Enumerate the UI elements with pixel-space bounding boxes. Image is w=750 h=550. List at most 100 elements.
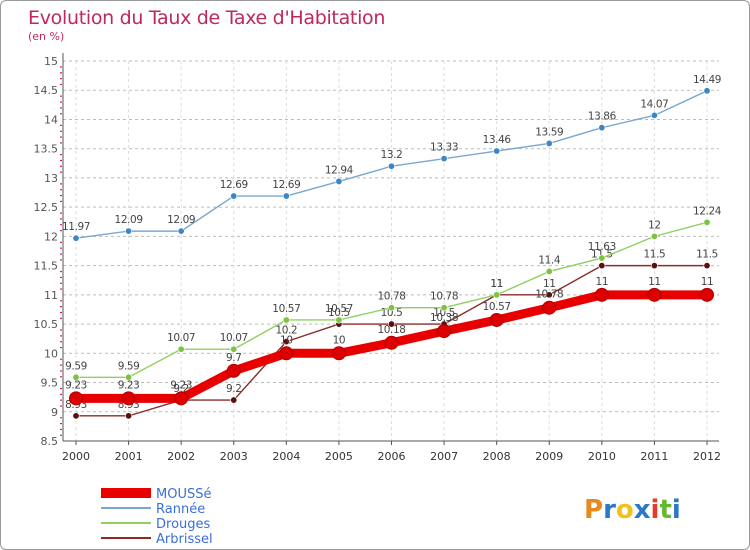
y-minor-tick xyxy=(60,230,62,232)
x-tick-label: 2007 xyxy=(430,450,458,463)
legend-label: MOUSSé xyxy=(156,487,211,502)
data-label: 9.7 xyxy=(226,352,242,364)
legend-label: Drouges xyxy=(156,517,211,532)
y-minor-tick xyxy=(60,212,62,214)
data-point xyxy=(545,267,553,275)
y-minor-tick xyxy=(60,317,62,319)
data-point xyxy=(440,155,448,163)
data-label: 10.57 xyxy=(325,303,353,315)
y-minor-tick xyxy=(60,189,62,191)
data-label: 10.18 xyxy=(377,324,405,336)
y-minor-tick xyxy=(60,83,62,86)
y-minor-tick xyxy=(60,224,62,226)
data-point xyxy=(282,316,290,324)
y-minor-tick xyxy=(60,165,62,167)
y-minor-tick xyxy=(60,376,62,378)
y-tick-label: 12 xyxy=(44,230,58,243)
data-label: 14.07 xyxy=(640,98,668,110)
data-label: 9.2 xyxy=(226,383,242,395)
data-label: 12 xyxy=(648,219,661,231)
data-point xyxy=(598,254,606,262)
data-label: 11.63 xyxy=(588,241,616,253)
data-point xyxy=(545,291,553,299)
y-tick-label: 14.5 xyxy=(34,84,59,97)
legend-swatch xyxy=(101,537,151,539)
logo-letter: i xyxy=(672,495,681,525)
data-label: 10.78 xyxy=(377,291,405,303)
data-point xyxy=(650,262,658,270)
data-label: 11 xyxy=(701,276,714,288)
logo-letter: r xyxy=(603,495,616,525)
data-label: 12.09 xyxy=(167,214,195,226)
y-minor-tick xyxy=(60,393,62,395)
y-minor-tick xyxy=(60,200,62,203)
y-minor-tick xyxy=(60,159,62,162)
proxiti-logo: Proxiti xyxy=(584,495,681,525)
data-label: 10.5 xyxy=(328,307,350,319)
data-point xyxy=(125,227,133,235)
y-tick-label: 11.5 xyxy=(34,260,59,273)
y-minor-tick xyxy=(60,335,62,337)
y-tick-label: 9.5 xyxy=(41,377,59,390)
series-rann-e: 11.97 12.09 12.09 12.69 12.69 12.94 13.2 13.33 1… xyxy=(62,74,721,242)
y-minor-tick xyxy=(60,270,62,273)
data-point xyxy=(72,412,80,420)
data-point xyxy=(125,412,133,420)
data-point xyxy=(545,139,553,147)
data-label: 9.23 xyxy=(65,379,87,391)
y-tick-label: 15 xyxy=(44,55,58,68)
y-minor-tick xyxy=(60,306,62,308)
x-tick-label: 2002 xyxy=(167,450,195,463)
data-label: 10.78 xyxy=(535,289,563,301)
data-point xyxy=(282,338,290,346)
y-minor-tick xyxy=(60,422,62,425)
data-label: 12.24 xyxy=(693,205,722,217)
data-point xyxy=(230,396,238,404)
x-tick-label: 2004 xyxy=(272,450,300,463)
legend-swatch xyxy=(101,522,151,524)
y-minor-tick xyxy=(60,101,62,103)
y-minor-tick xyxy=(60,66,62,68)
y-minor-tick xyxy=(60,113,62,115)
y-minor-tick xyxy=(60,194,62,197)
legend-label: Rannée xyxy=(156,502,205,517)
data-point xyxy=(384,335,399,350)
y-minor-tick xyxy=(60,72,62,74)
data-label: 11 xyxy=(596,276,609,288)
chart-title: Evolution du Taux de Taxe d'Habitation xyxy=(28,7,386,29)
data-label: 13.59 xyxy=(535,126,563,138)
x-tick-label: 2010 xyxy=(588,450,616,463)
y-minor-tick xyxy=(60,154,62,156)
y-minor-tick xyxy=(60,364,62,366)
data-label: 10.5 xyxy=(433,307,455,319)
y-minor-tick xyxy=(60,247,62,249)
y-tick-label: 10 xyxy=(44,347,58,360)
data-point xyxy=(647,287,662,302)
y-minor-tick xyxy=(60,434,62,436)
data-point xyxy=(282,192,290,200)
data-point xyxy=(226,363,241,378)
data-point xyxy=(387,320,395,328)
data-label: 9.59 xyxy=(118,360,140,372)
data-point xyxy=(489,312,504,327)
data-point xyxy=(121,391,136,406)
y-minor-tick xyxy=(60,387,62,390)
data-point xyxy=(335,177,343,185)
y-tick-label: 13 xyxy=(44,172,58,185)
data-label: 11.97 xyxy=(62,221,90,233)
y-minor-tick xyxy=(60,341,62,343)
y-minor-tick xyxy=(60,95,62,97)
data-label: 12.94 xyxy=(325,164,354,176)
data-label: 11 xyxy=(490,278,503,290)
data-point xyxy=(72,373,80,381)
data-point xyxy=(69,391,83,406)
data-point xyxy=(493,291,501,299)
y-minor-tick xyxy=(60,428,62,431)
y-minor-tick xyxy=(60,253,62,255)
data-point xyxy=(279,346,294,361)
y-minor-tick xyxy=(60,130,62,132)
data-point xyxy=(703,262,711,270)
x-tick-label: 2005 xyxy=(325,450,353,463)
data-point xyxy=(230,192,238,200)
